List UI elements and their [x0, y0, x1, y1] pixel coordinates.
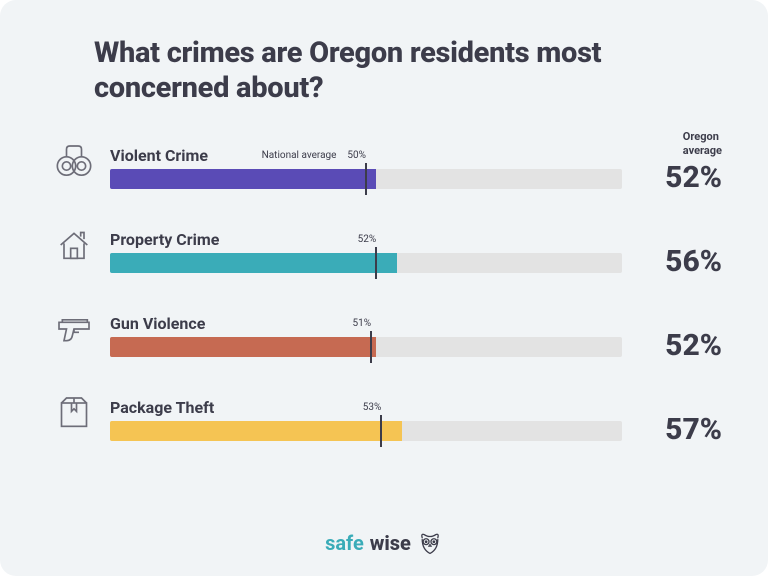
- bar-fill: [110, 253, 397, 273]
- right-column-header: Oregonaverage: [683, 130, 722, 158]
- bar-fill: [110, 421, 402, 441]
- bar-area: Violent CrimeNational average 50%: [110, 146, 622, 189]
- bar-track: [110, 337, 622, 357]
- bar-area: Property Crime52%: [110, 230, 622, 273]
- bar-row: Package Theft53%57%: [46, 385, 722, 441]
- bar-rows: Violent CrimeNational average 50%52% Pro…: [46, 133, 722, 441]
- national-avg-label: 53%: [363, 403, 382, 413]
- handcuffs-icon: [46, 133, 102, 189]
- gun-icon: [46, 301, 102, 357]
- national-avg-label: National average 50%: [262, 151, 366, 161]
- owl-icon: [417, 530, 443, 556]
- state-percentage: 52%: [630, 163, 722, 193]
- national-avg-label: 51%: [353, 319, 372, 329]
- bar-fill: [110, 169, 376, 189]
- state-percentage: 56%: [630, 247, 722, 277]
- national-avg-label: 52%: [358, 235, 377, 245]
- bar-track: [110, 421, 622, 441]
- chart-title: What crimes are Oregon residents most co…: [94, 36, 722, 107]
- house-icon: [46, 217, 102, 273]
- national-avg-tick: [365, 163, 367, 195]
- safewise-logo: safewise: [0, 530, 768, 556]
- bar-track: [110, 169, 622, 189]
- bar-row: Violent CrimeNational average 50%52%: [46, 133, 722, 189]
- national-avg-tick: [370, 331, 372, 363]
- bar-fill: [110, 337, 376, 357]
- national-avg-tick: [375, 247, 377, 279]
- bar-row: Property Crime52%56%: [46, 217, 722, 273]
- bar-area: Gun Violence51%: [110, 314, 622, 357]
- bar-track: [110, 253, 622, 273]
- bar-row: Gun Violence51%52%: [46, 301, 722, 357]
- state-percentage: 57%: [630, 415, 722, 445]
- state-percentage: 52%: [630, 331, 722, 361]
- national-avg-tick: [380, 415, 382, 447]
- package-icon: [46, 385, 102, 441]
- bar-area: Package Theft53%: [110, 398, 622, 441]
